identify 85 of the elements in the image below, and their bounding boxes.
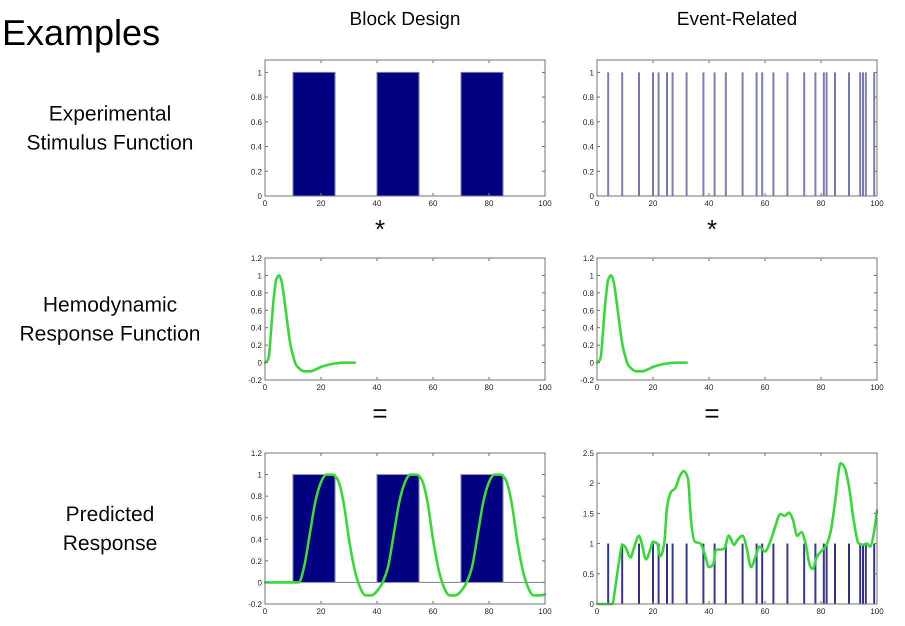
y-tick-label: 0.6 bbox=[582, 118, 595, 127]
y-axis-title: Experimental Stimulus Function bbox=[26, 102, 194, 154]
y-tick-label: 0.5 bbox=[582, 570, 595, 579]
y-tick-label: 2.5 bbox=[582, 449, 595, 458]
y-tick-label: 0.8 bbox=[250, 492, 263, 502]
x-tick-label: 40 bbox=[372, 607, 382, 616]
x-tick-label: 100 bbox=[870, 607, 884, 616]
x-tick-label: 40 bbox=[372, 383, 382, 392]
text: Examples bbox=[2, 12, 160, 53]
chart-title: Block Design bbox=[350, 9, 460, 30]
y-tick-label: 0.6 bbox=[250, 306, 263, 316]
x-tick-label: 100 bbox=[538, 199, 552, 208]
y-tick-label: 1 bbox=[590, 68, 595, 78]
x-tick-label: 80 bbox=[484, 607, 494, 616]
x-tick-label: 60 bbox=[760, 607, 770, 616]
y-tick-label: 0.4 bbox=[250, 324, 263, 333]
y-tick-label: 0 bbox=[258, 578, 263, 588]
y-tick-label: -0.2 bbox=[248, 600, 263, 609]
x-tick-label: 100 bbox=[870, 383, 884, 392]
x-tick-label: 20 bbox=[648, 383, 658, 392]
y-tick-label: 0.6 bbox=[250, 118, 263, 127]
y-tick-label: 0.2 bbox=[250, 556, 263, 566]
y-tick-label: -0.2 bbox=[248, 376, 263, 385]
line-series bbox=[264, 274, 356, 373]
y-tick-label: 0.4 bbox=[250, 142, 263, 152]
y-tick-label: 1 bbox=[590, 540, 595, 549]
x-tick-label: 80 bbox=[816, 383, 826, 392]
y-tick-label: 0 bbox=[590, 192, 595, 201]
x-tick-label: 60 bbox=[428, 383, 438, 392]
y-tick-label: 0.6 bbox=[582, 306, 595, 316]
x-tick-label: 100 bbox=[538, 607, 552, 616]
x-tick-label: 80 bbox=[816, 199, 826, 208]
y-tick-label: 0.8 bbox=[582, 288, 595, 298]
y-tick-label: 0.2 bbox=[582, 341, 595, 350]
x-tick-label: 80 bbox=[484, 199, 494, 208]
x-tick-label: 100 bbox=[870, 199, 884, 208]
y-tick-label: 2 bbox=[590, 479, 595, 488]
x-tick-label: 60 bbox=[760, 383, 770, 392]
y-tick-label: 0.8 bbox=[250, 93, 263, 102]
x-tick-label: 20 bbox=[316, 383, 326, 392]
x-tick-label: 40 bbox=[704, 383, 714, 392]
x-tick-label: 80 bbox=[484, 383, 494, 392]
x-tick-label: 80 bbox=[816, 607, 826, 616]
y-tick-label: 1 bbox=[590, 271, 595, 280]
y-tick-label: 0 bbox=[590, 358, 595, 368]
line-series bbox=[596, 274, 688, 373]
y-tick-label: 1 bbox=[258, 470, 263, 480]
y-tick-label: 1.5 bbox=[582, 509, 595, 518]
y-axis-title: Predicted Response bbox=[62, 503, 158, 555]
y-tick-label: 0 bbox=[258, 358, 263, 368]
y-tick-label: 0.4 bbox=[250, 535, 263, 544]
x-tick-label: 40 bbox=[372, 199, 382, 208]
y-tick-label: 1 bbox=[258, 68, 263, 78]
y-tick-label: 0.8 bbox=[582, 93, 595, 102]
x-tick-label: 60 bbox=[428, 607, 438, 616]
y-tick-label: 0.4 bbox=[582, 324, 595, 333]
x-tick-label: 40 bbox=[704, 607, 714, 616]
line-series bbox=[596, 462, 878, 606]
text: * bbox=[706, 214, 718, 244]
y-tick-label: 0.2 bbox=[582, 167, 595, 176]
y-tick-label: 0.2 bbox=[250, 167, 263, 176]
y-tick-label: 1.2 bbox=[582, 254, 595, 263]
y-tick-label: 1.2 bbox=[250, 449, 263, 458]
y-tick-label: 1.2 bbox=[250, 254, 263, 263]
x-tick-label: 20 bbox=[316, 607, 326, 616]
text: * bbox=[374, 214, 386, 244]
chart-title: Event-Related bbox=[676, 9, 798, 30]
y-tick-label: 0.4 bbox=[582, 142, 595, 152]
y-tick-label: 0.8 bbox=[250, 288, 263, 298]
x-tick-label: 100 bbox=[538, 383, 552, 392]
text: = bbox=[372, 398, 388, 428]
y-tick-label: -0.2 bbox=[580, 376, 595, 385]
x-tick-label: 20 bbox=[316, 199, 326, 208]
x-tick-label: 20 bbox=[648, 607, 658, 616]
y-axis-title: Hemodynamic Response Function bbox=[20, 294, 200, 346]
x-tick-label: 60 bbox=[428, 199, 438, 208]
y-tick-label: 0 bbox=[258, 192, 263, 201]
text: = bbox=[704, 398, 720, 428]
x-tick-label: 40 bbox=[704, 199, 714, 208]
x-tick-label: 60 bbox=[760, 199, 770, 208]
y-tick-label: 0 bbox=[590, 600, 595, 609]
y-tick-label: 0.6 bbox=[250, 514, 263, 523]
y-tick-label: 1 bbox=[258, 271, 263, 280]
y-tick-label: 0.2 bbox=[250, 341, 263, 350]
x-tick-label: 20 bbox=[648, 199, 658, 208]
